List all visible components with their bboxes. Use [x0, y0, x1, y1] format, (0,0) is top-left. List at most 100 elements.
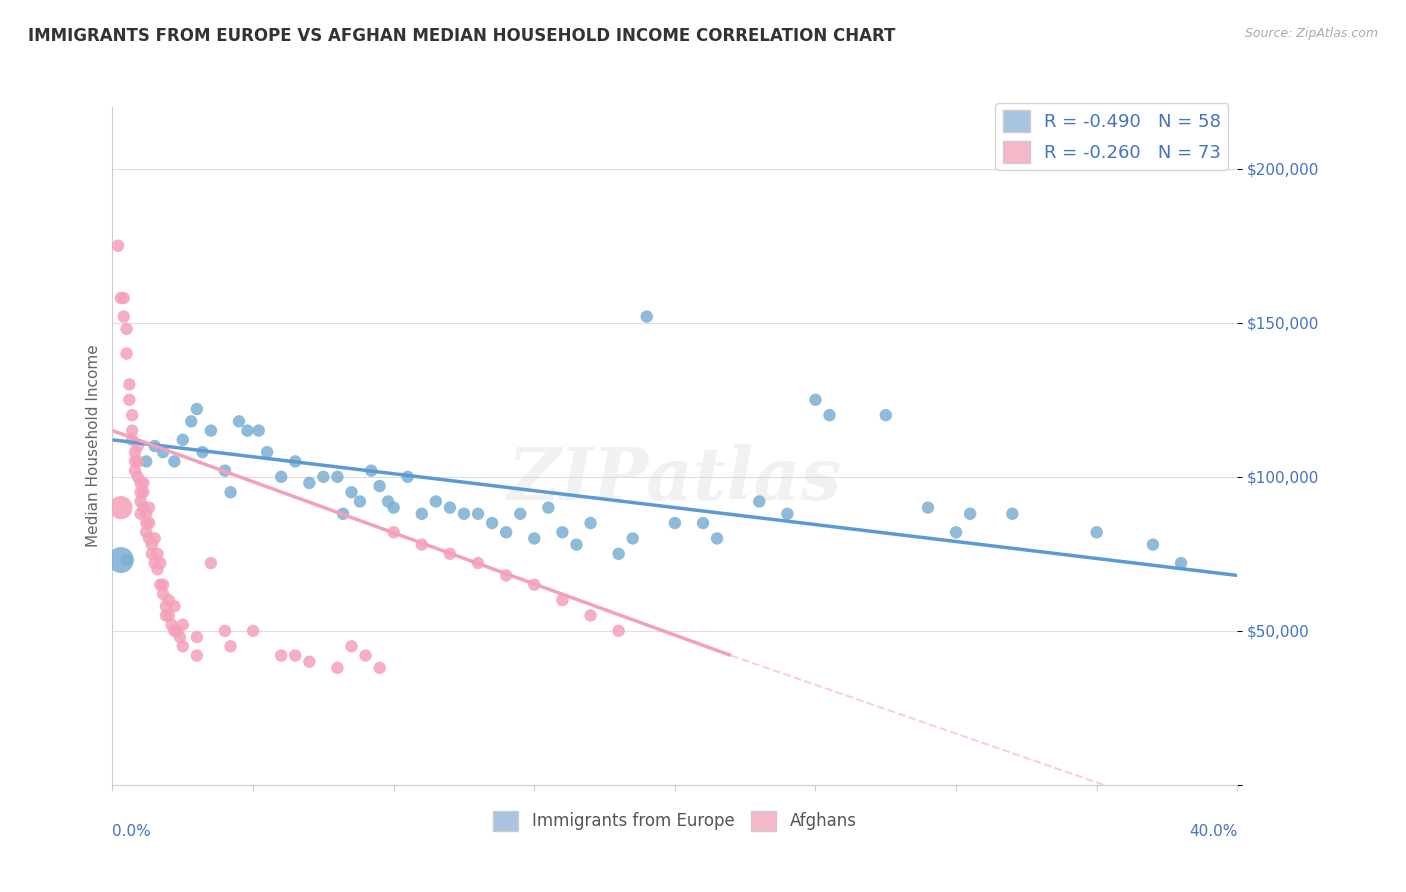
- Point: [157, 608, 180, 623]
- Point: [706, 532, 728, 546]
- Point: [284, 648, 307, 663]
- Point: [163, 599, 186, 614]
- Point: [411, 538, 433, 552]
- Point: [138, 500, 160, 515]
- Point: [124, 445, 146, 459]
- Point: [312, 470, 335, 484]
- Point: [107, 238, 129, 252]
- Point: [191, 445, 214, 459]
- Point: [509, 507, 531, 521]
- Y-axis label: Median Household Income: Median Household Income: [86, 344, 101, 548]
- Point: [135, 507, 157, 521]
- Point: [121, 433, 143, 447]
- Point: [579, 516, 602, 530]
- Point: [354, 648, 377, 663]
- Text: ZIPatlas: ZIPatlas: [508, 444, 842, 516]
- Point: [270, 470, 292, 484]
- Point: [298, 475, 321, 490]
- Point: [256, 445, 278, 459]
- Point: [270, 648, 292, 663]
- Point: [121, 408, 143, 422]
- Point: [607, 624, 630, 638]
- Point: [132, 475, 155, 490]
- Point: [172, 640, 194, 654]
- Point: [340, 485, 363, 500]
- Point: [118, 377, 141, 392]
- Point: [360, 464, 382, 478]
- Point: [945, 525, 967, 540]
- Point: [467, 507, 489, 521]
- Point: [636, 310, 658, 324]
- Point: [124, 464, 146, 478]
- Point: [149, 577, 172, 591]
- Point: [242, 624, 264, 638]
- Point: [236, 424, 259, 438]
- Point: [110, 500, 132, 515]
- Point: [875, 408, 897, 422]
- Point: [228, 414, 250, 428]
- Point: [149, 556, 172, 570]
- Point: [551, 525, 574, 540]
- Point: [579, 608, 602, 623]
- Point: [157, 593, 180, 607]
- Text: 40.0%: 40.0%: [1189, 824, 1237, 838]
- Point: [368, 661, 391, 675]
- Point: [200, 424, 222, 438]
- Text: Source: ZipAtlas.com: Source: ZipAtlas.com: [1244, 27, 1378, 40]
- Point: [135, 454, 157, 468]
- Point: [163, 454, 186, 468]
- Point: [115, 553, 138, 567]
- Point: [298, 655, 321, 669]
- Point: [172, 617, 194, 632]
- Point: [129, 475, 152, 490]
- Point: [118, 392, 141, 407]
- Point: [551, 593, 574, 607]
- Text: 0.0%: 0.0%: [112, 824, 152, 838]
- Point: [152, 587, 174, 601]
- Point: [141, 547, 163, 561]
- Point: [453, 507, 475, 521]
- Point: [692, 516, 714, 530]
- Point: [523, 532, 546, 546]
- Point: [621, 532, 644, 546]
- Point: [1001, 507, 1024, 521]
- Point: [127, 454, 149, 468]
- Point: [439, 547, 461, 561]
- Point: [127, 470, 149, 484]
- Point: [115, 346, 138, 360]
- Point: [135, 516, 157, 530]
- Point: [200, 556, 222, 570]
- Point: [439, 500, 461, 515]
- Point: [155, 608, 177, 623]
- Point: [1085, 525, 1108, 540]
- Point: [186, 630, 208, 644]
- Point: [382, 500, 405, 515]
- Point: [186, 648, 208, 663]
- Point: [425, 494, 447, 508]
- Point: [180, 414, 202, 428]
- Point: [214, 464, 236, 478]
- Point: [326, 470, 349, 484]
- Point: [219, 640, 242, 654]
- Point: [804, 392, 827, 407]
- Point: [214, 624, 236, 638]
- Point: [1142, 538, 1164, 552]
- Point: [565, 538, 588, 552]
- Point: [776, 507, 799, 521]
- Point: [219, 485, 242, 500]
- Point: [112, 291, 135, 305]
- Point: [917, 500, 939, 515]
- Point: [340, 640, 363, 654]
- Point: [326, 661, 349, 675]
- Point: [523, 577, 546, 591]
- Point: [135, 525, 157, 540]
- Legend: Immigrants from Europe, Afghans: Immigrants from Europe, Afghans: [486, 804, 863, 838]
- Point: [146, 562, 169, 576]
- Point: [121, 424, 143, 438]
- Point: [607, 547, 630, 561]
- Point: [172, 433, 194, 447]
- Point: [377, 494, 399, 508]
- Point: [247, 424, 270, 438]
- Point: [411, 507, 433, 521]
- Point: [368, 479, 391, 493]
